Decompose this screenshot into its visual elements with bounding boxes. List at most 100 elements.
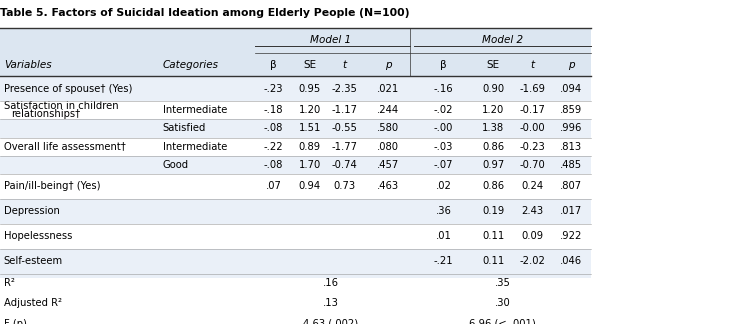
- Text: -.03: -.03: [434, 142, 453, 152]
- Text: Table 5. Factors of Suicidal Ideation among Elderly People (N=100): Table 5. Factors of Suicidal Ideation am…: [0, 8, 409, 18]
- Text: 1.20: 1.20: [482, 105, 505, 115]
- Text: .07: .07: [265, 181, 282, 191]
- Text: 0.24: 0.24: [521, 181, 543, 191]
- Text: p: p: [385, 60, 391, 70]
- Text: -2.35: -2.35: [332, 84, 358, 94]
- Text: R²: R²: [4, 278, 15, 288]
- Text: .017: .017: [559, 206, 582, 216]
- Bar: [0, 53, 591, 76]
- Text: .36: .36: [435, 206, 452, 216]
- Text: 1.38: 1.38: [483, 123, 504, 133]
- Bar: [0, 101, 591, 120]
- Text: 0.94: 0.94: [299, 181, 321, 191]
- Text: 6.96 (< .001): 6.96 (< .001): [469, 319, 536, 324]
- Text: .463: .463: [377, 181, 399, 191]
- Text: .02: .02: [435, 181, 452, 191]
- Text: Pain/ill-being† (Yes): Pain/ill-being† (Yes): [4, 181, 101, 191]
- Text: -.08: -.08: [264, 123, 283, 133]
- Text: Categories: Categories: [163, 60, 219, 70]
- Text: β: β: [440, 60, 446, 70]
- Text: SE: SE: [487, 60, 500, 70]
- Bar: [0, 274, 591, 293]
- Text: .021: .021: [377, 84, 399, 94]
- FancyBboxPatch shape: [0, 28, 591, 324]
- Text: .580: .580: [377, 123, 399, 133]
- Text: 0.86: 0.86: [483, 142, 504, 152]
- Text: -0.70: -0.70: [520, 160, 545, 170]
- Text: Intermediate: Intermediate: [163, 142, 227, 152]
- Text: -.23: -.23: [264, 84, 283, 94]
- Text: .859: .859: [559, 105, 582, 115]
- Text: Hopelessness: Hopelessness: [4, 231, 72, 241]
- Text: .807: .807: [560, 181, 582, 191]
- Text: .35: .35: [494, 278, 511, 288]
- Text: -.08: -.08: [264, 160, 283, 170]
- Text: SE: SE: [303, 60, 316, 70]
- Text: .457: .457: [377, 160, 399, 170]
- Text: 0.11: 0.11: [482, 231, 505, 241]
- Text: .244: .244: [377, 105, 399, 115]
- Text: 1.51: 1.51: [299, 123, 321, 133]
- Text: Model 1: Model 1: [310, 35, 351, 45]
- Text: Presence of spouse† (Yes): Presence of spouse† (Yes): [4, 84, 132, 94]
- Text: Intermediate: Intermediate: [163, 105, 227, 115]
- Bar: [0, 313, 591, 324]
- Text: 0.19: 0.19: [482, 206, 505, 216]
- Text: .996: .996: [559, 123, 582, 133]
- Bar: [0, 174, 591, 199]
- Text: Self-esteem: Self-esteem: [4, 256, 63, 266]
- Text: .13: .13: [323, 298, 338, 308]
- Text: relationships†: relationships†: [11, 110, 81, 120]
- Text: β: β: [270, 60, 276, 70]
- Text: .922: .922: [559, 231, 582, 241]
- Text: -2.02: -2.02: [519, 256, 545, 266]
- Text: 0.95: 0.95: [299, 84, 321, 94]
- Text: .485: .485: [560, 160, 582, 170]
- Text: -1.69: -1.69: [519, 84, 545, 94]
- Text: 0.73: 0.73: [334, 181, 355, 191]
- Text: -.21: -.21: [434, 256, 453, 266]
- Bar: [0, 199, 591, 224]
- Bar: [0, 156, 591, 174]
- Bar: [0, 224, 591, 249]
- Text: 1.20: 1.20: [299, 105, 321, 115]
- Text: -.00: -.00: [434, 123, 453, 133]
- Bar: [0, 293, 591, 313]
- Text: .01: .01: [435, 231, 452, 241]
- Text: .30: .30: [494, 298, 511, 308]
- Text: Satisfied: Satisfied: [163, 123, 206, 133]
- Text: 1.70: 1.70: [299, 160, 321, 170]
- Text: Good: Good: [163, 160, 188, 170]
- Text: -.22: -.22: [264, 142, 283, 152]
- Text: Depression: Depression: [4, 206, 60, 216]
- Text: -0.17: -0.17: [519, 105, 545, 115]
- Text: Satisfaction in children: Satisfaction in children: [4, 101, 118, 111]
- Text: 0.09: 0.09: [521, 231, 543, 241]
- Text: Variables: Variables: [4, 60, 51, 70]
- Text: p: p: [568, 60, 574, 70]
- Text: .094: .094: [560, 84, 582, 94]
- Bar: [0, 76, 591, 101]
- Text: 0.90: 0.90: [483, 84, 504, 94]
- Text: .080: .080: [377, 142, 399, 152]
- Text: -.16: -.16: [434, 84, 453, 94]
- Text: t: t: [343, 60, 347, 70]
- Text: t: t: [530, 60, 534, 70]
- Text: -1.77: -1.77: [332, 142, 358, 152]
- Bar: [0, 137, 591, 156]
- Text: 0.97: 0.97: [482, 160, 505, 170]
- Text: 0.89: 0.89: [299, 142, 321, 152]
- Text: .046: .046: [560, 256, 582, 266]
- Text: Adjusted R²: Adjusted R²: [4, 298, 61, 308]
- Text: -1.17: -1.17: [332, 105, 358, 115]
- Bar: [0, 28, 591, 53]
- Text: F (p): F (p): [4, 319, 27, 324]
- Text: -.02: -.02: [434, 105, 453, 115]
- Text: 2.43: 2.43: [521, 206, 543, 216]
- Text: -.07: -.07: [434, 160, 453, 170]
- Text: -0.23: -0.23: [520, 142, 545, 152]
- Bar: [0, 249, 591, 274]
- Text: .16: .16: [323, 278, 338, 288]
- Text: -0.55: -0.55: [332, 123, 358, 133]
- Text: 0.86: 0.86: [483, 181, 504, 191]
